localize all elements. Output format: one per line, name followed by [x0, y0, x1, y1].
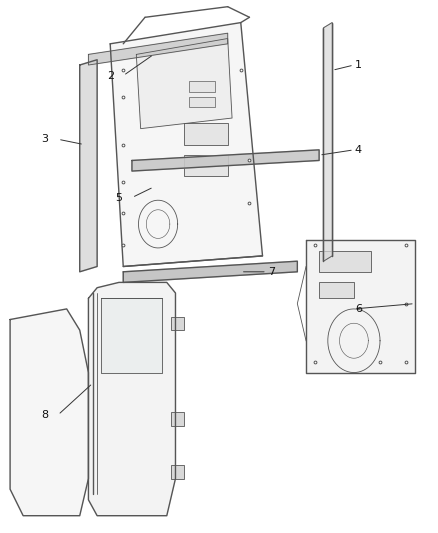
Text: 8: 8 — [41, 410, 49, 420]
Bar — [184, 155, 228, 176]
Polygon shape — [80, 60, 97, 272]
Text: 7: 7 — [268, 267, 275, 277]
Polygon shape — [306, 240, 415, 373]
Polygon shape — [123, 261, 297, 282]
Text: 3: 3 — [42, 134, 49, 144]
Bar — [188, 97, 215, 108]
Polygon shape — [110, 22, 262, 266]
Bar — [319, 251, 371, 272]
Text: 2: 2 — [106, 70, 114, 80]
Bar — [184, 123, 228, 144]
Polygon shape — [102, 298, 162, 373]
Bar — [171, 465, 184, 479]
Polygon shape — [323, 22, 332, 261]
Text: 1: 1 — [355, 60, 362, 70]
Bar — [171, 317, 184, 330]
Polygon shape — [88, 282, 176, 516]
Polygon shape — [136, 38, 232, 128]
Text: 4: 4 — [355, 145, 362, 155]
Bar — [188, 81, 215, 92]
Text: 6: 6 — [355, 304, 362, 314]
Polygon shape — [10, 309, 88, 516]
Polygon shape — [88, 33, 228, 65]
Text: 5: 5 — [115, 192, 122, 203]
Polygon shape — [132, 150, 319, 171]
Bar — [171, 413, 184, 425]
Bar — [319, 282, 354, 298]
